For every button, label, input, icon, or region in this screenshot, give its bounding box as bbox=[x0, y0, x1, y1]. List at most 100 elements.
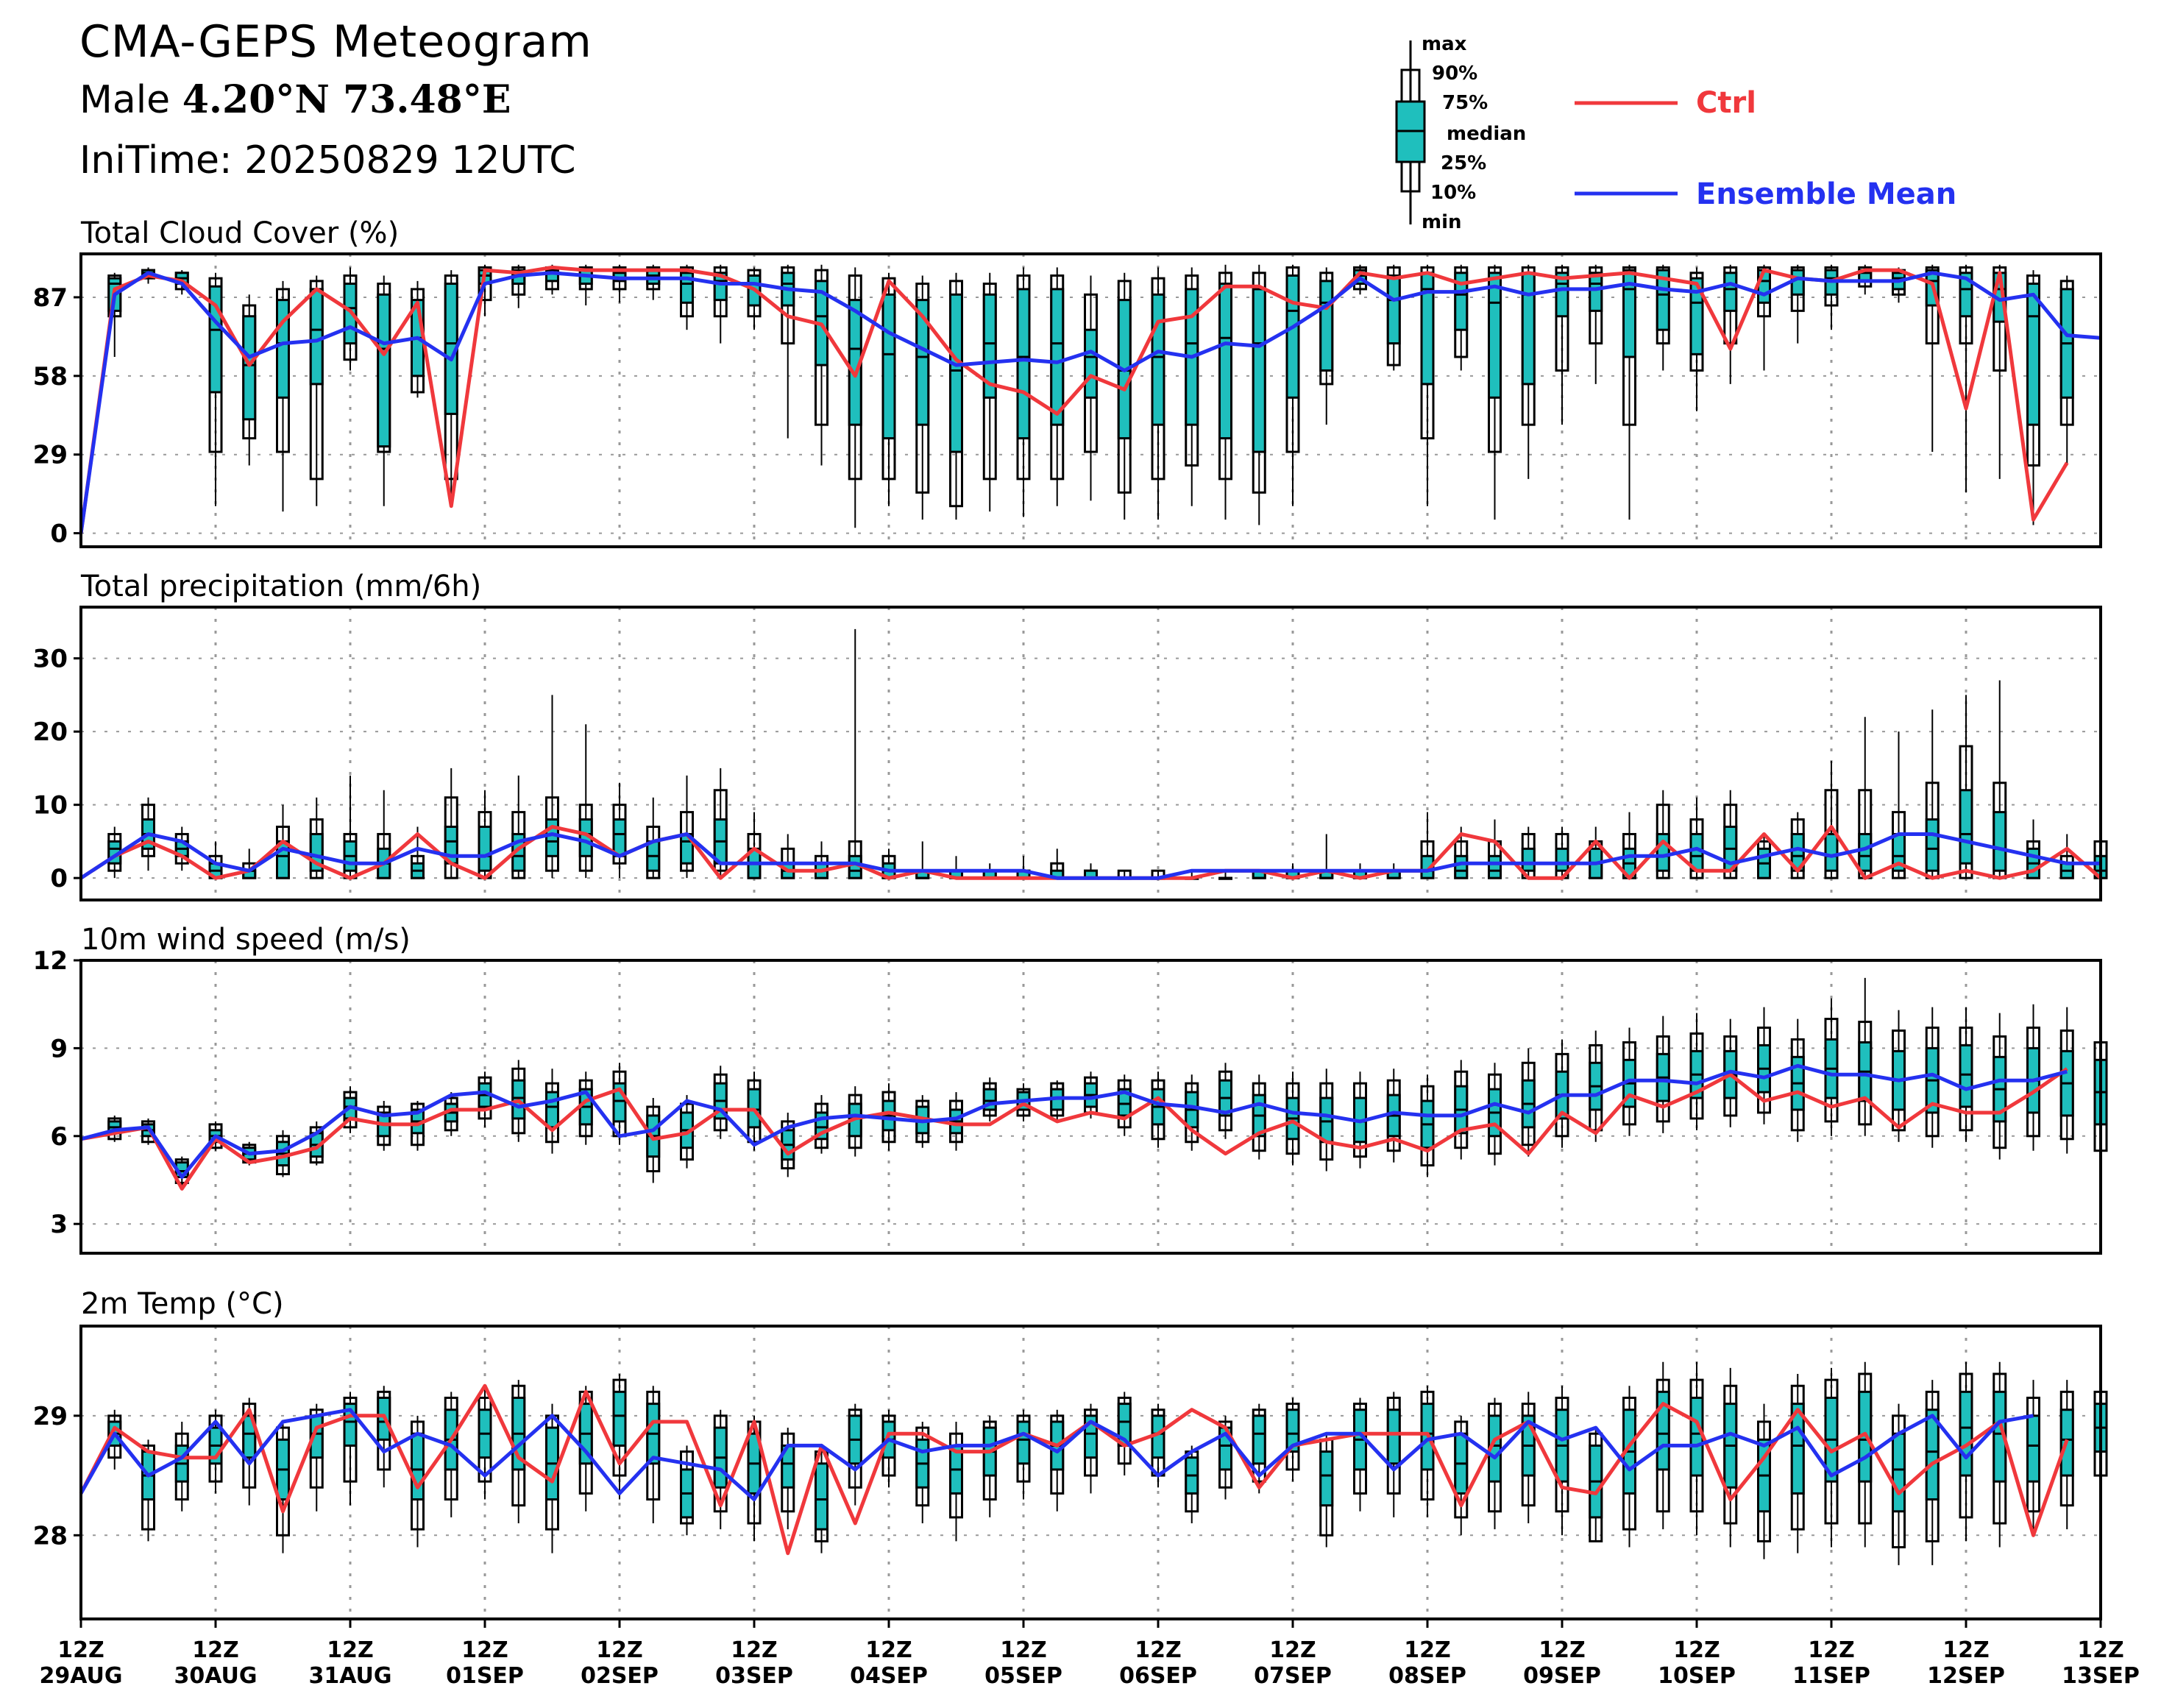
box-25-75 bbox=[1319, 280, 1334, 372]
y-tick-label: 30 bbox=[33, 645, 68, 674]
ensemble-box bbox=[1420, 264, 1435, 506]
ensemble-box bbox=[1218, 264, 1232, 520]
ensemble-box bbox=[1824, 1367, 1839, 1548]
box-25-75 bbox=[881, 293, 896, 440]
ensemble-box bbox=[1824, 760, 1839, 879]
panel-frame bbox=[79, 1325, 2102, 1620]
ensemble-box bbox=[1757, 1007, 1771, 1124]
x-tick-time: 12Z bbox=[327, 1637, 374, 1663]
box-25-75 bbox=[242, 1414, 257, 1459]
ensemble-box bbox=[1386, 1392, 1401, 1517]
box-25-75 bbox=[1790, 1403, 1805, 1495]
ensemble-box bbox=[1925, 709, 1940, 879]
ensemble-box bbox=[1420, 1074, 1435, 1177]
box-25-75 bbox=[1016, 288, 1031, 440]
ensemble-box bbox=[1285, 1071, 1300, 1166]
box-25-75 bbox=[1050, 288, 1065, 426]
ensemble-box bbox=[1521, 826, 1536, 879]
ensemble-box bbox=[1050, 267, 1065, 506]
x-tick-time: 12Z bbox=[1135, 1637, 1182, 1663]
legend-box-label: 90% bbox=[1432, 63, 1477, 85]
box-25-75 bbox=[1622, 269, 1636, 358]
ensemble-box bbox=[174, 1421, 189, 1512]
ensemble-box bbox=[713, 264, 728, 344]
ensemble-box bbox=[1589, 826, 1603, 879]
box-25-75 bbox=[545, 1091, 559, 1129]
box-25-75 bbox=[1689, 1396, 1704, 1477]
box-25-75 bbox=[1959, 1390, 1973, 1477]
ensemble-box bbox=[1386, 264, 1401, 371]
ensemble-box bbox=[578, 1071, 593, 1145]
ensemble-box bbox=[747, 812, 762, 879]
y-tick-label: 6 bbox=[50, 1122, 68, 1152]
y-tick-label: 0 bbox=[50, 864, 68, 893]
ensemble-box bbox=[848, 628, 862, 879]
ensemble-box bbox=[2026, 270, 2040, 525]
x-tick-time: 12Z bbox=[1673, 1637, 1720, 1663]
ensemble-box bbox=[646, 797, 661, 879]
x-tick-time: 12Z bbox=[57, 1637, 104, 1663]
ensemble-box bbox=[1050, 1080, 1065, 1121]
x-tick-date: 09SEP bbox=[1523, 1663, 1601, 1689]
box-25-75 bbox=[1454, 272, 1469, 331]
ensemble-box bbox=[1353, 1397, 1367, 1512]
x-tick-date: 13SEP bbox=[2062, 1663, 2140, 1689]
ensemble-box bbox=[1521, 264, 1536, 479]
x-tick-date: 30AUG bbox=[174, 1663, 257, 1689]
ensemble-box bbox=[309, 275, 324, 506]
box-25-75 bbox=[1589, 272, 1603, 312]
ensemble-box bbox=[141, 1439, 155, 1542]
box-25-75 bbox=[1386, 1408, 1401, 1465]
ensemble-box bbox=[276, 1421, 290, 1553]
ensemble-box bbox=[2059, 275, 2074, 466]
x-tick-time: 12Z bbox=[1000, 1637, 1047, 1663]
box-25-75 bbox=[1656, 269, 1670, 331]
x-tick-date: 04SEP bbox=[850, 1663, 928, 1689]
x-tick-time: 12Z bbox=[461, 1637, 508, 1663]
legend-box-label: min bbox=[1422, 211, 1462, 233]
y-tick-label: 12 bbox=[33, 946, 68, 976]
ensemble-box bbox=[242, 1397, 257, 1506]
ensemble-box bbox=[377, 1386, 391, 1488]
panel-title: 10m wind speed (m/s) bbox=[81, 923, 411, 957]
ensemble-box bbox=[1622, 812, 1636, 879]
ensemble-box bbox=[478, 1071, 492, 1127]
ensemble-box bbox=[2026, 1380, 2040, 1536]
ensemble-box bbox=[949, 272, 963, 520]
ensemble-box bbox=[1656, 264, 1670, 371]
panel-title: Total precipitation (mm/6h) bbox=[80, 570, 481, 603]
panel-4: 2m Temp (°C) 28 29 bbox=[33, 1287, 2108, 1620]
ensemble-box bbox=[1555, 264, 1569, 425]
x-tick-date: 31AUG bbox=[308, 1663, 391, 1689]
box-25-75 bbox=[1959, 1043, 1973, 1108]
box-25-75 bbox=[1925, 818, 1940, 872]
box-25-75 bbox=[982, 293, 997, 399]
ensemble-box bbox=[680, 264, 694, 330]
ensemble-box bbox=[1656, 1016, 1670, 1133]
ensemble-box bbox=[1319, 1069, 1334, 1172]
y-tick-label: 28 bbox=[33, 1521, 68, 1551]
x-tick-date: 10SEP bbox=[1658, 1663, 1736, 1689]
ensemble-mean-line bbox=[79, 271, 2101, 534]
x-tick-date: 06SEP bbox=[1119, 1663, 1197, 1689]
box-25-75 bbox=[612, 1390, 627, 1447]
x-tick-time: 12Z bbox=[2077, 1637, 2124, 1663]
box-25-75 bbox=[612, 818, 627, 857]
box-25-75 bbox=[1117, 1088, 1132, 1117]
box-25-75 bbox=[1858, 832, 1873, 872]
ensemble-box bbox=[1084, 863, 1098, 879]
box-25-75 bbox=[1218, 283, 1232, 440]
panel-3: 10m wind speed (m/s) 3 6 9 12 bbox=[33, 923, 2108, 1255]
box-25-75 bbox=[1285, 1408, 1300, 1453]
x-tick-date: 03SEP bbox=[715, 1663, 793, 1689]
ensemble-box bbox=[1084, 1071, 1098, 1119]
panels: Total Cloud Cover (%) 0 29 58 87 Total precip… bbox=[33, 216, 2108, 1620]
ensemble-mean-line bbox=[79, 1408, 2034, 1502]
y-tick-label: 29 bbox=[33, 1402, 68, 1431]
box-10-90 bbox=[1555, 266, 1569, 372]
ensemble-box bbox=[1622, 264, 1636, 520]
box-25-75 bbox=[377, 293, 391, 448]
ensemble-box bbox=[242, 294, 257, 466]
init-time-value: 20250829 12UTC bbox=[244, 138, 576, 183]
ensemble-box bbox=[1959, 264, 1973, 493]
